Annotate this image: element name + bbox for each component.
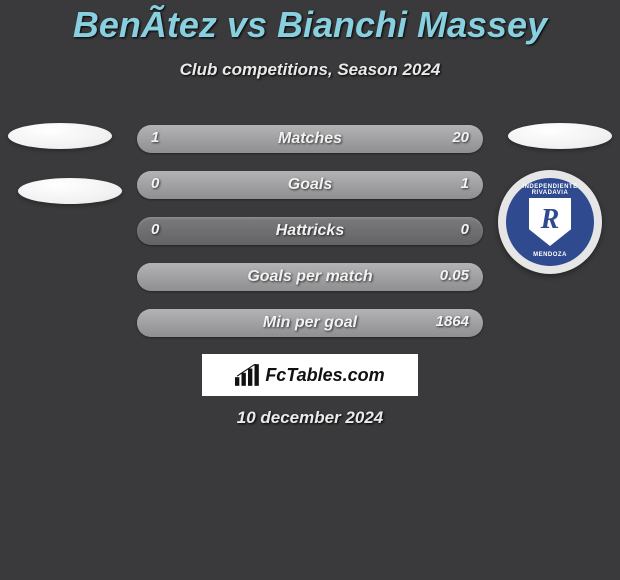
stat-value-right: 1	[461, 171, 469, 197]
team-logo-top-text: INDEPENDIENTE RIVADAVIA	[506, 184, 594, 196]
stats-bars: 120Matches01Goals00Hattricks0.05Goals pe…	[137, 125, 483, 355]
stat-value-right: 1864	[436, 309, 469, 335]
stat-value-right: 0	[461, 217, 469, 243]
stat-row: 120Matches	[137, 125, 483, 153]
bar-fill-right	[137, 263, 483, 291]
team-logo-right: INDEPENDIENTE RIVADAVIA R MENDOZA	[498, 170, 602, 274]
stat-row: 0.05Goals per match	[137, 263, 483, 291]
team-logo-inner: INDEPENDIENTE RIVADAVIA R MENDOZA	[506, 178, 594, 266]
page-title: BenÃ­tez vs Bianchi Massey	[0, 0, 620, 46]
stat-row: 01Goals	[137, 171, 483, 199]
bar-fill-right	[137, 309, 483, 337]
shield-icon: R	[529, 198, 571, 246]
subtitle: Club competitions, Season 2024	[0, 60, 620, 80]
stat-row: 1864Min per goal	[137, 309, 483, 337]
stat-row: 0 0Hattricks	[137, 217, 483, 245]
bar-chart-icon	[235, 364, 261, 386]
bar-fill-right	[137, 171, 483, 199]
bar-fill-right	[154, 125, 483, 153]
brand-box: FcTables.com	[202, 354, 418, 396]
team-monogram: R	[541, 206, 560, 234]
player-left-placeholder-2	[18, 178, 122, 204]
brand-text: FcTables.com	[265, 365, 384, 386]
date-line: 10 december 2024	[0, 408, 620, 428]
stat-label: Hattricks	[137, 217, 483, 245]
stat-value-left: 0	[151, 171, 159, 197]
stat-value-right: 20	[452, 125, 469, 151]
player-right-placeholder-1	[508, 123, 612, 149]
stat-value-left: 0	[151, 217, 159, 243]
player-left-placeholder-1	[8, 123, 112, 149]
team-logo-bottom-text: MENDOZA	[506, 252, 594, 258]
stat-value-right: 0.05	[440, 263, 469, 289]
stat-value-left: 1	[151, 125, 159, 151]
